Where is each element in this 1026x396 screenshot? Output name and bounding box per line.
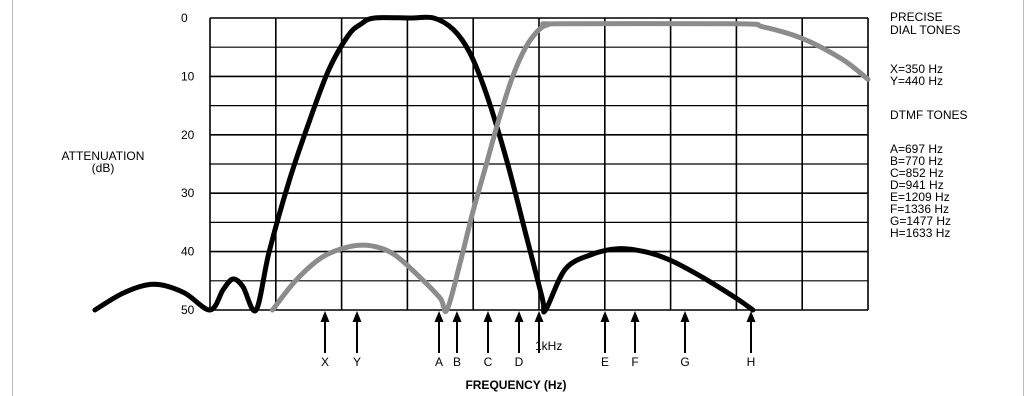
marker-arrowhead [630,311,640,322]
y-tick-label: 40 [181,245,195,259]
marker-label: D [515,355,524,369]
marker-arrowhead [452,311,462,322]
marker-label: X [321,355,329,369]
legend: PRECISE DIAL TONES X=350 Hz Y=440 Hz DTM… [890,10,968,240]
marker-arrowhead [534,311,544,322]
legend-dtmf-title: DTMF TONES [890,108,968,122]
y-tick-labels: 0 10 20 30 40 50 [181,11,195,317]
legend-x-tone: X=350 Hz [890,62,943,76]
marker-label: H [747,355,756,369]
marker-arrowhead [746,311,756,322]
legend-tone-a: A=697 Hz [890,142,943,156]
legend-tone-c: C=852 Hz [890,166,944,180]
marker-label: B [453,355,461,369]
series-line-1 [92,14,756,315]
legend-tone-g: G=1477 Hz [890,214,951,228]
legend-dial-title-2: DIAL TONES [890,23,960,37]
y-tick-label: 10 [181,69,195,83]
marker-arrowhead [514,311,524,322]
marker-arrowhead [434,311,444,322]
chart-grid [209,17,869,311]
data-series [92,14,871,315]
legend-tone-e: E=1209 Hz [890,190,950,204]
legend-tone-d: D=941 Hz [890,178,944,192]
legend-tone-b: B=770 Hz [890,154,943,168]
marker-label: C [484,355,493,369]
legend-tone-h: H=1633 Hz [890,226,950,240]
marker-label: F [631,355,638,369]
y-tick-label: 0 [181,11,188,25]
marker-arrowhead [483,311,493,322]
attenuation-chart: 0 10 20 30 40 50 X Y A B C D 1kHz E F G H ATTENUATION (… [62,10,968,392]
marker-arrowhead [600,311,610,322]
y-tick-label: 30 [181,186,195,200]
legend-tone-f: F=1336 Hz [890,202,949,216]
marker-arrowhead [680,311,690,322]
x-axis-label: FREQUENCY (Hz) [465,378,566,392]
y-tick-label: 50 [181,303,195,317]
series-line-2 [270,21,871,314]
legend-dial-title-1: PRECISE [890,10,943,24]
y-axis-unit: (dB) [92,161,115,175]
marker-label: Y [353,355,361,369]
legend-y-tone: Y=440 Hz [890,74,943,88]
x-markers: X Y A B C D 1kHz E F G H [320,311,756,369]
marker-label: A [435,355,443,369]
marker-label: 1kHz [535,339,562,353]
marker-label: E [601,355,609,369]
marker-arrowhead [320,311,330,322]
y-tick-label: 20 [181,128,195,142]
y-axis-label: ATTENUATION [62,149,145,163]
marker-label: G [680,355,689,369]
chart-frame: 0 10 20 30 40 50 X Y A B C D 1kHz E F G H ATTENUATION (… [12,0,1024,396]
marker-arrowhead [352,311,362,322]
